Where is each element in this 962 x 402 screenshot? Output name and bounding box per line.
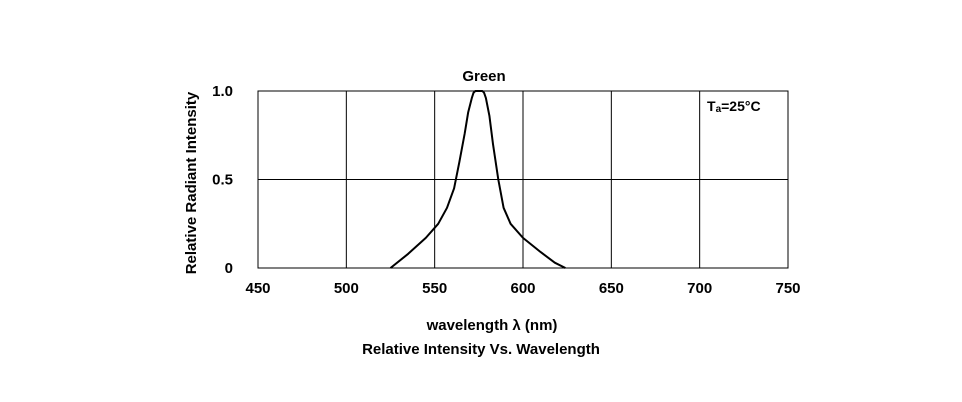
- x-tick-label-550: 550: [422, 280, 447, 297]
- grid-lines: [258, 91, 788, 268]
- annotation-value: =25°C: [721, 98, 760, 114]
- y-tick-label-0: 0: [225, 260, 233, 277]
- x-tick-label-600: 600: [510, 280, 535, 297]
- x-tick-label-500: 500: [334, 280, 359, 297]
- plot-frame: [257, 90, 789, 269]
- x-tick-label-450: 450: [245, 280, 270, 297]
- chart-caption: Relative Intensity Vs. Wavelength: [362, 341, 600, 358]
- y-tick-label-1: 1.0: [212, 83, 233, 100]
- x-axis-label: wavelength λ (nm): [426, 317, 558, 334]
- chart-title: Green: [462, 68, 505, 85]
- x-tick-label-750: 750: [775, 280, 800, 297]
- x-tick-labels: 450 500 550 600 650 700 750: [245, 280, 800, 297]
- series-line-green: [389, 90, 566, 269]
- y-axis-label: Relative Radiant Intensity: [183, 91, 200, 274]
- x-tick-label-700: 700: [687, 280, 712, 297]
- annotation-subscript: a: [716, 104, 722, 115]
- x-tick-label-650: 650: [599, 280, 624, 297]
- y-tick-label-0-5: 0.5: [212, 172, 233, 189]
- temperature-annotation: Ta=25°C: [707, 98, 761, 115]
- y-tick-labels: 0 0.5 1.0: [212, 83, 233, 277]
- annotation-symbol: T: [707, 98, 716, 114]
